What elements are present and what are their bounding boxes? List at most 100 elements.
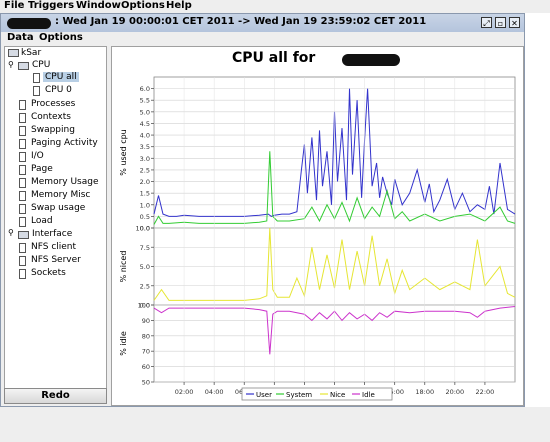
tree-sockets[interactable]: Sockets	[31, 268, 66, 278]
tree-cpu-0[interactable]: CPU 0	[45, 85, 72, 95]
x-tick-label: 02:00	[175, 388, 194, 396]
chart-title: CPU all for	[232, 50, 316, 66]
close-icon[interactable]: ✕	[509, 17, 520, 28]
document-icon	[33, 73, 40, 83]
y-tick-label: 2.5	[140, 166, 150, 174]
document-icon	[19, 165, 26, 175]
expand-toggle-icon[interactable]: ⚲	[8, 228, 14, 237]
y-tick-label: 3.0	[140, 155, 150, 163]
y-tick-label: 7.5	[140, 244, 150, 252]
menu-data[interactable]: Data	[7, 32, 34, 43]
y-tick-label: 1.5	[140, 190, 150, 198]
window-titlebar[interactable]: : Wed Jan 19 00:00:01 CET 2011 -> Wed Ja…	[1, 14, 524, 32]
y-tick-label: 4.0	[140, 132, 150, 140]
expand-toggle-icon[interactable]: ⚲	[8, 60, 14, 69]
internal-window: : Wed Jan 19 00:00:01 CET 2011 -> Wed Ja…	[0, 13, 525, 407]
tree-interface[interactable]: Interface	[32, 229, 73, 239]
menu-file[interactable]: File	[4, 0, 25, 11]
series-line-system	[153, 151, 516, 225]
y-tick-label: 0.5	[140, 213, 150, 221]
x-tick-label: 22:00	[476, 388, 495, 396]
legend-label: Idle	[362, 391, 375, 399]
y-tick-label: 1.0	[140, 201, 150, 209]
document-icon	[19, 191, 26, 201]
y-axis-label: % idle	[119, 331, 128, 356]
folder-icon	[8, 49, 19, 57]
menu-options[interactable]: Options	[121, 0, 165, 11]
y-tick-label: 0.0	[140, 225, 150, 233]
menu-window[interactable]: Window	[76, 0, 121, 11]
maximize-icon[interactable]: ▫	[495, 17, 506, 28]
y-axis-label: % used cpu	[119, 129, 128, 175]
app-menubar: File Triggers Window Options Help	[0, 0, 550, 13]
y-tick-label: 2.5	[140, 282, 150, 290]
x-tick-label: 18:00	[415, 388, 434, 396]
x-tick-label: 04:00	[205, 388, 224, 396]
redo-button[interactable]: Redo	[4, 388, 107, 404]
tree-swap-usage[interactable]: Swap usage	[31, 203, 86, 213]
document-icon	[33, 86, 40, 96]
tree-swapping[interactable]: Swapping	[31, 125, 75, 135]
y-tick-label: 80	[142, 332, 150, 340]
chart-panel: CPU all for 0.0 0.5 1.0 1.5 2.0 2.5 3.0 3.5 4.0 4…	[111, 46, 524, 406]
legend-box	[241, 387, 393, 401]
y-tick-label: 3.5	[140, 143, 150, 151]
tree-cpu[interactable]: CPU	[32, 60, 51, 70]
bottom-area	[0, 407, 550, 442]
tree-processes[interactable]: Processes	[31, 99, 76, 109]
y-tick-label: 6.0	[140, 85, 150, 93]
document-icon	[19, 204, 26, 214]
legend-label: Nice	[330, 391, 345, 399]
y-tick-label: 90	[142, 317, 150, 325]
y-tick-label: 60	[142, 363, 150, 371]
y-tick-label: 70	[142, 348, 150, 356]
menu-window-options[interactable]: Options	[39, 32, 83, 43]
series-line-user	[153, 88, 516, 217]
tree-memory-misc[interactable]: Memory Misc	[31, 190, 91, 200]
document-icon	[19, 139, 26, 149]
y-tick-label: 5.5	[140, 97, 150, 105]
document-icon	[19, 256, 26, 266]
tree-paging-activity[interactable]: Paging Activity	[31, 138, 98, 148]
x-tick-label: 16:00	[385, 388, 404, 396]
tree-io[interactable]: I/O	[31, 151, 44, 161]
legend-label: System	[286, 391, 312, 399]
document-icon	[19, 243, 26, 253]
document-icon	[19, 217, 26, 227]
tree-panel: kSar ⚲ CPU CPU all CPU 0 Processes Conte…	[4, 46, 107, 396]
document-icon	[19, 100, 26, 110]
y-tick-label: 50	[142, 379, 150, 387]
x-tick-label: 20:00	[445, 388, 464, 396]
tree-cpu-all[interactable]: CPU all	[43, 72, 79, 82]
y-tick-label: 2.0	[140, 178, 150, 186]
menu-help[interactable]: Help	[166, 0, 192, 11]
document-icon	[19, 152, 26, 162]
document-icon	[19, 126, 26, 136]
tree-load[interactable]: Load	[31, 216, 53, 226]
restore-icon[interactable]: ⤢	[481, 17, 492, 28]
document-icon	[19, 269, 26, 279]
document-icon	[19, 178, 26, 188]
tree-memory-usage[interactable]: Memory Usage	[31, 177, 99, 187]
redacted-host	[7, 18, 51, 29]
y-tick-label: 100	[138, 302, 150, 310]
folder-icon	[18, 231, 29, 239]
tree-nfs-client[interactable]: NFS client	[31, 242, 77, 252]
cpu-chart: 0.0 0.5 1.0 1.5 2.0 2.5 3.0 3.5 4.0 4.5 5.0 5.5 6.0%…	[119, 76, 516, 401]
menu-triggers[interactable]: Triggers	[28, 0, 75, 11]
y-tick-label: 10.0	[136, 225, 150, 233]
tree-nfs-server[interactable]: NFS Server	[31, 255, 81, 265]
window-title: : Wed Jan 19 00:00:01 CET 2011 -> Wed Ja…	[55, 16, 427, 27]
tree-page[interactable]: Page	[31, 164, 53, 174]
series-line-idle	[153, 306, 516, 355]
y-tick-label: 5.0	[140, 263, 150, 271]
tree-contexts[interactable]: Contexts	[31, 112, 71, 122]
window-menubar: Data Options	[1, 32, 524, 45]
document-icon	[19, 113, 26, 123]
folder-icon	[18, 62, 29, 70]
y-tick-label: 0.0	[140, 302, 150, 310]
y-tick-label: 4.5	[140, 120, 150, 128]
tree-root[interactable]: kSar	[21, 48, 42, 58]
redacted-host	[342, 54, 400, 66]
y-tick-label: 5.0	[140, 108, 150, 116]
